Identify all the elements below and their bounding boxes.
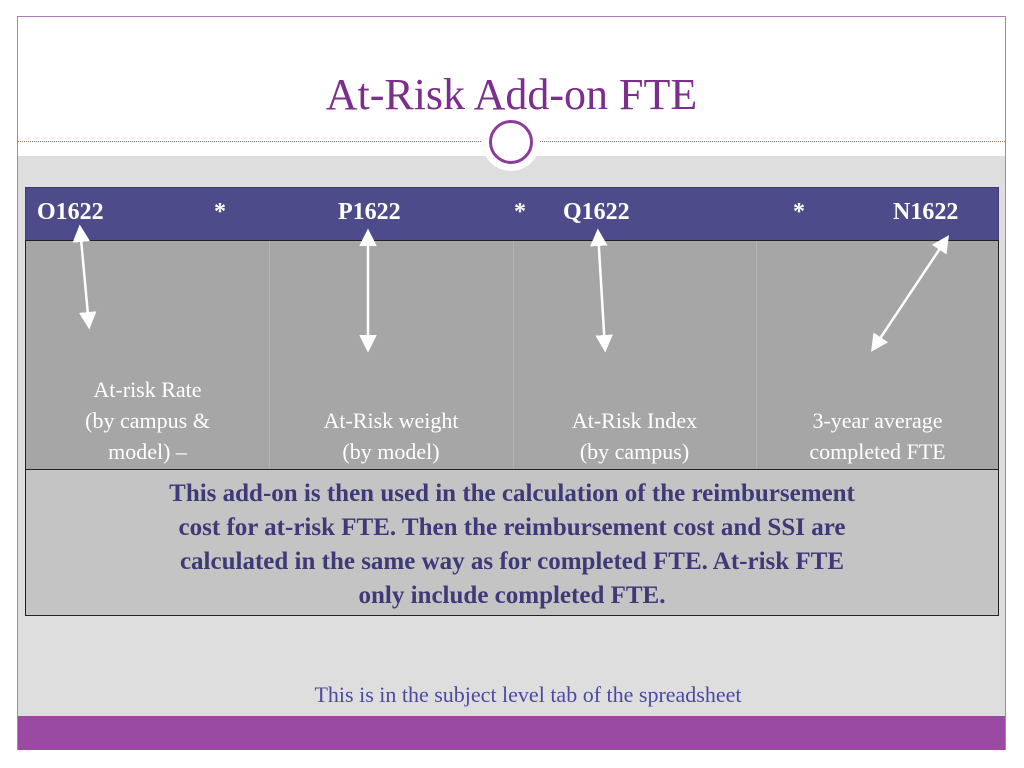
header-cell-n1622: N1622 xyxy=(893,199,959,225)
column-label-at-risk-index: At-Risk Index (by campus) xyxy=(513,405,756,467)
label-line: At-risk Rate xyxy=(93,377,202,402)
explanation-line: only include completed FTE. xyxy=(358,582,666,609)
column-divider xyxy=(756,241,757,469)
column-divider xyxy=(269,241,270,469)
variable-description-grid: At-risk Rate (by campus & model) – At-Ri… xyxy=(25,240,999,470)
explanation-line: cost for at-risk FTE. Then the reimburse… xyxy=(178,514,846,541)
label-line: 3-year average xyxy=(812,408,943,433)
bottom-accent-bar xyxy=(18,716,1005,750)
column-label-at-risk-weight: At-Risk weight (by model) xyxy=(269,405,513,467)
column-divider xyxy=(513,241,514,469)
label-line: model) – xyxy=(108,439,187,464)
explanation-line: calculated in the same way as for comple… xyxy=(179,548,845,575)
header-multiply-2: * xyxy=(514,199,526,225)
footer-note: This is in the subject level tab of the … xyxy=(314,682,742,707)
circle-ornament-ring xyxy=(489,120,533,164)
column-label-at-risk-rate: At-risk Rate (by campus & model) – xyxy=(26,374,269,467)
label-line: completed FTE xyxy=(809,439,946,464)
label-line: At-Risk weight xyxy=(323,408,459,433)
formula-header-bar: O1622 * P1622 * Q1622 * N1622 xyxy=(25,187,999,241)
header-multiply-3: * xyxy=(793,199,805,225)
label-line: (by model) xyxy=(342,439,440,464)
explanation-box: This add-on is then used in the calculat… xyxy=(25,469,999,616)
header-cell-o1622: O1622 xyxy=(37,199,104,225)
explanation-text: This add-on is then used in the calculat… xyxy=(36,477,988,613)
label-line: At-Risk Index xyxy=(571,408,698,433)
header-multiply-1: * xyxy=(214,199,226,225)
column-label-completed-fte: 3-year average completed FTE xyxy=(756,405,999,467)
header-cell-q1622: Q1622 xyxy=(563,199,630,225)
label-line: (by campus & xyxy=(85,408,210,433)
slide-title: At-Risk Add-on FTE xyxy=(325,70,698,119)
header-cell-p1622: P1622 xyxy=(338,199,401,225)
explanation-line: This add-on is then used in the calculat… xyxy=(169,480,855,507)
label-line: (by campus) xyxy=(579,439,690,464)
